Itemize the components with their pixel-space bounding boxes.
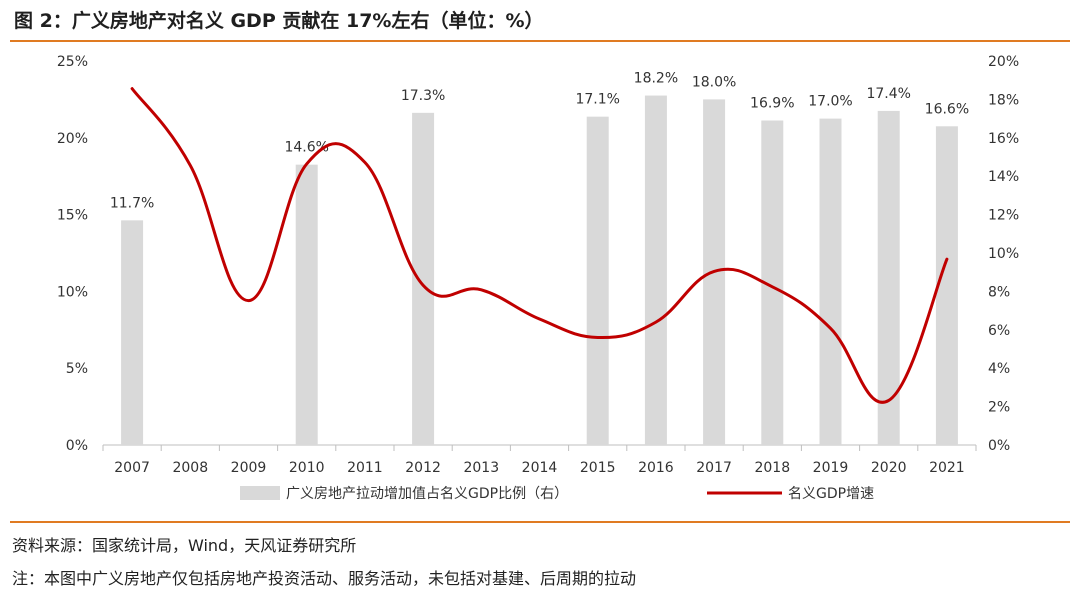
chart: 11.7%14.6%17.3% 17.1%18.2% 18.0%16.9% 17.0%… xyxy=(57,54,1019,502)
bar xyxy=(761,120,784,446)
legend-bar-swatch xyxy=(240,486,280,500)
left-axis-tick-label: 5% xyxy=(66,361,88,377)
bar xyxy=(644,95,667,445)
bar xyxy=(121,220,144,445)
left-axis-tick-label: 20% xyxy=(57,131,88,147)
bar-data-label: 18.0% xyxy=(692,74,736,90)
left-axis-tick-label: 10% xyxy=(57,284,88,300)
bar xyxy=(586,116,609,446)
right-axis-tick-label: 10% xyxy=(988,246,1019,262)
x-axis-tick-label: 2020 xyxy=(871,460,907,476)
bar xyxy=(819,118,842,445)
chart-axes xyxy=(102,444,977,451)
bar-data-label: 17.1% xyxy=(575,92,619,108)
x-axis-tick-label: 2019 xyxy=(813,460,849,476)
bar-data-label: 16.6% xyxy=(925,101,969,117)
bar xyxy=(295,164,318,445)
x-axis-tick-label: 2011 xyxy=(347,460,383,476)
bar-data-label: 18.2% xyxy=(634,71,678,87)
right-axis-tick-label: 20% xyxy=(988,54,1019,70)
bar xyxy=(877,110,900,446)
bar-data-label: 11.7% xyxy=(110,195,154,211)
legend-line-label: 名义GDP增速 xyxy=(788,486,874,502)
bar-series xyxy=(121,95,958,446)
bar-data-label: 17.0% xyxy=(808,94,852,110)
x-axis-tick-label: 2014 xyxy=(522,460,558,476)
right-axis-tick-label: 0% xyxy=(988,438,1010,454)
bar xyxy=(412,112,435,445)
bar-data-label: 17.3% xyxy=(401,88,445,104)
footnote: 注：本图中广义房地产仅包括房地产投资活动、服务活动，未包括对基建、后周期的拉动 xyxy=(12,569,637,588)
line-series xyxy=(130,87,949,404)
x-axis-tick-label: 2013 xyxy=(463,460,499,476)
x-axis-tick-label: 2010 xyxy=(289,460,325,476)
x-axis-tick-label: 2018 xyxy=(754,460,790,476)
x-axis-tick-label: 2015 xyxy=(580,460,616,476)
right-axis-tick-label: 14% xyxy=(988,169,1019,185)
x-axis-tick-label: 2009 xyxy=(231,460,267,476)
right-axis-tick-label: 6% xyxy=(988,323,1010,339)
right-axis-tick-label: 12% xyxy=(988,208,1019,224)
tick-labels: 0% 5% 10% 15% 20% 25% 0% 2% 4% 6% 8% 10% 12% 14% 16% 18… xyxy=(57,54,1019,476)
source-note: 资料来源：国家统计局，Wind，天风证券研究所 xyxy=(12,536,357,555)
x-axis-tick-label: 2016 xyxy=(638,460,674,476)
bottom-rule xyxy=(10,521,1070,523)
chart-legend: 广义房地产拉动增加值占名义GDP比例（右） 名义GDP增速 xyxy=(240,486,874,502)
legend-bar-label: 广义房地产拉动增加值占名义GDP比例（右） xyxy=(286,486,568,502)
left-axis-tick-label: 15% xyxy=(57,208,88,224)
left-axis-tick-label: 25% xyxy=(57,54,88,70)
x-axis-tick-label: 2012 xyxy=(405,460,441,476)
bar xyxy=(935,126,958,445)
x-axis-tick-label: 2017 xyxy=(696,460,732,476)
bar-data-label: 16.9% xyxy=(750,96,794,112)
chart-title: 图 2：广义房地产对名义 GDP 贡献在 17%左右（单位：%） xyxy=(14,10,544,32)
right-axis-tick-label: 4% xyxy=(988,361,1010,377)
x-axis-tick-label: 2021 xyxy=(929,460,965,476)
right-axis-tick-label: 2% xyxy=(988,400,1010,416)
x-axis-tick-label: 2008 xyxy=(172,460,208,476)
left-axis-tick-label: 0% xyxy=(66,438,88,454)
right-axis-tick-label: 18% xyxy=(988,92,1019,108)
right-axis-tick-label: 16% xyxy=(988,131,1019,147)
right-axis-tick-label: 8% xyxy=(988,284,1010,300)
top-rule xyxy=(10,40,1070,42)
gdp-growth-line xyxy=(130,87,949,404)
x-axis-tick-label: 2007 xyxy=(114,460,150,476)
bar-data-label: 17.4% xyxy=(866,86,910,102)
